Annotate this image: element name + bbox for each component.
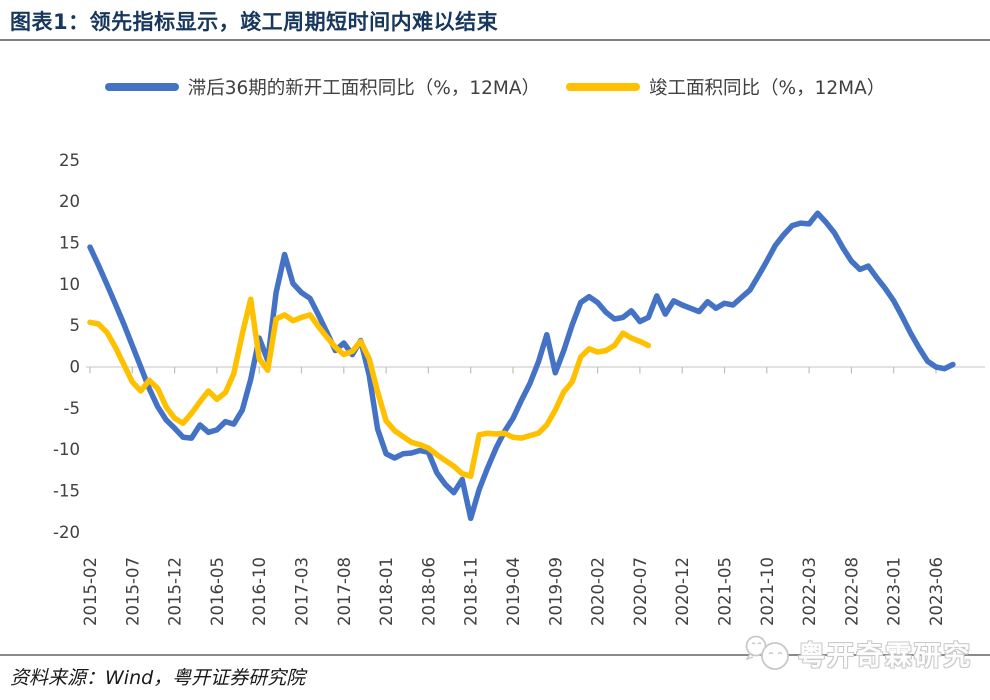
y-axis-label: -5	[64, 399, 80, 418]
x-axis-label: 2016-10	[250, 557, 269, 626]
series-line-completions	[87, 296, 652, 479]
x-axis-label: 2015-07	[123, 557, 142, 626]
y-axis-label: 25	[59, 151, 80, 170]
x-axis-label: 2021-10	[758, 557, 777, 626]
line-chart: 2015-02 2015-07 2015-12 2016-05 2016-10 2017-…	[0, 110, 990, 655]
watermark: 粤开奇霖研究	[742, 632, 972, 674]
x-axis-label: 2015-02	[81, 557, 100, 626]
x-axis-label: 2017-03	[293, 557, 312, 626]
y-axis-label: -15	[53, 482, 80, 501]
source-note: 资料来源：Wind，粤开证券研究院	[10, 667, 306, 689]
x-axis-label: 2022-03	[800, 557, 819, 626]
legend-label-new-starts: 滞后36期的新开工面积同比（%，12MA）	[187, 78, 541, 99]
y-axis-label: 0	[70, 358, 81, 377]
x-axis-label: 2023-06	[927, 557, 946, 626]
legend-label-completions: 竣工面积同比（%，12MA）	[649, 78, 886, 99]
y-axis-label: -20	[53, 523, 80, 542]
x-axis-label: 2015-12	[166, 557, 185, 626]
y-axis-label: 15	[59, 233, 80, 252]
x-axis-label: 2020-07	[631, 557, 650, 626]
legend-swatch-yellow	[566, 83, 641, 91]
legend-item-new-starts: 滞后36期的新开工面积同比（%，12MA）	[104, 74, 541, 100]
legend-item-completions: 竣工面积同比（%，12MA）	[566, 74, 885, 100]
x-axis-label: 2021-05	[716, 557, 735, 626]
x-axis-label: 2016-05	[208, 557, 227, 626]
x-axis-label: 2020-12	[673, 557, 692, 626]
x-axis-label: 2020-02	[589, 557, 608, 626]
legend-swatch-blue	[104, 83, 179, 91]
x-axis-label: 2018-11	[462, 557, 481, 626]
series-line-new-starts	[87, 210, 956, 522]
x-axis-label: 2018-06	[419, 557, 438, 626]
y-axis-label: 20	[59, 192, 80, 211]
x-axis-label: 2018-01	[377, 557, 396, 626]
chart-legend: 滞后36期的新开工面积同比（%，12MA） 竣工面积同比（%，12MA）	[0, 74, 990, 100]
chart-plot-area: 2015-02 2015-07 2015-12 2016-05 2016-10 2017-…	[53, 151, 985, 626]
y-axis-label: 5	[70, 316, 81, 335]
y-axis-label: 10	[59, 275, 80, 294]
wechat-bubbles-icon	[745, 635, 789, 670]
bottom-rule	[0, 654, 990, 656]
title-underline	[0, 39, 990, 41]
x-axis-label: 2017-08	[335, 557, 354, 626]
x-axis-label: 2022-08	[842, 557, 861, 626]
x-axis-label: 2019-09	[546, 557, 565, 626]
x-axis-label: 2023-01	[885, 557, 904, 626]
watermark-text: 粤开奇霖研究	[798, 640, 972, 672]
x-axis-label: 2019-04	[504, 557, 523, 626]
page-title: 图表1：领先指标显示，竣工周期短时间内难以结束	[10, 10, 499, 34]
y-axis-label: -10	[53, 440, 80, 459]
